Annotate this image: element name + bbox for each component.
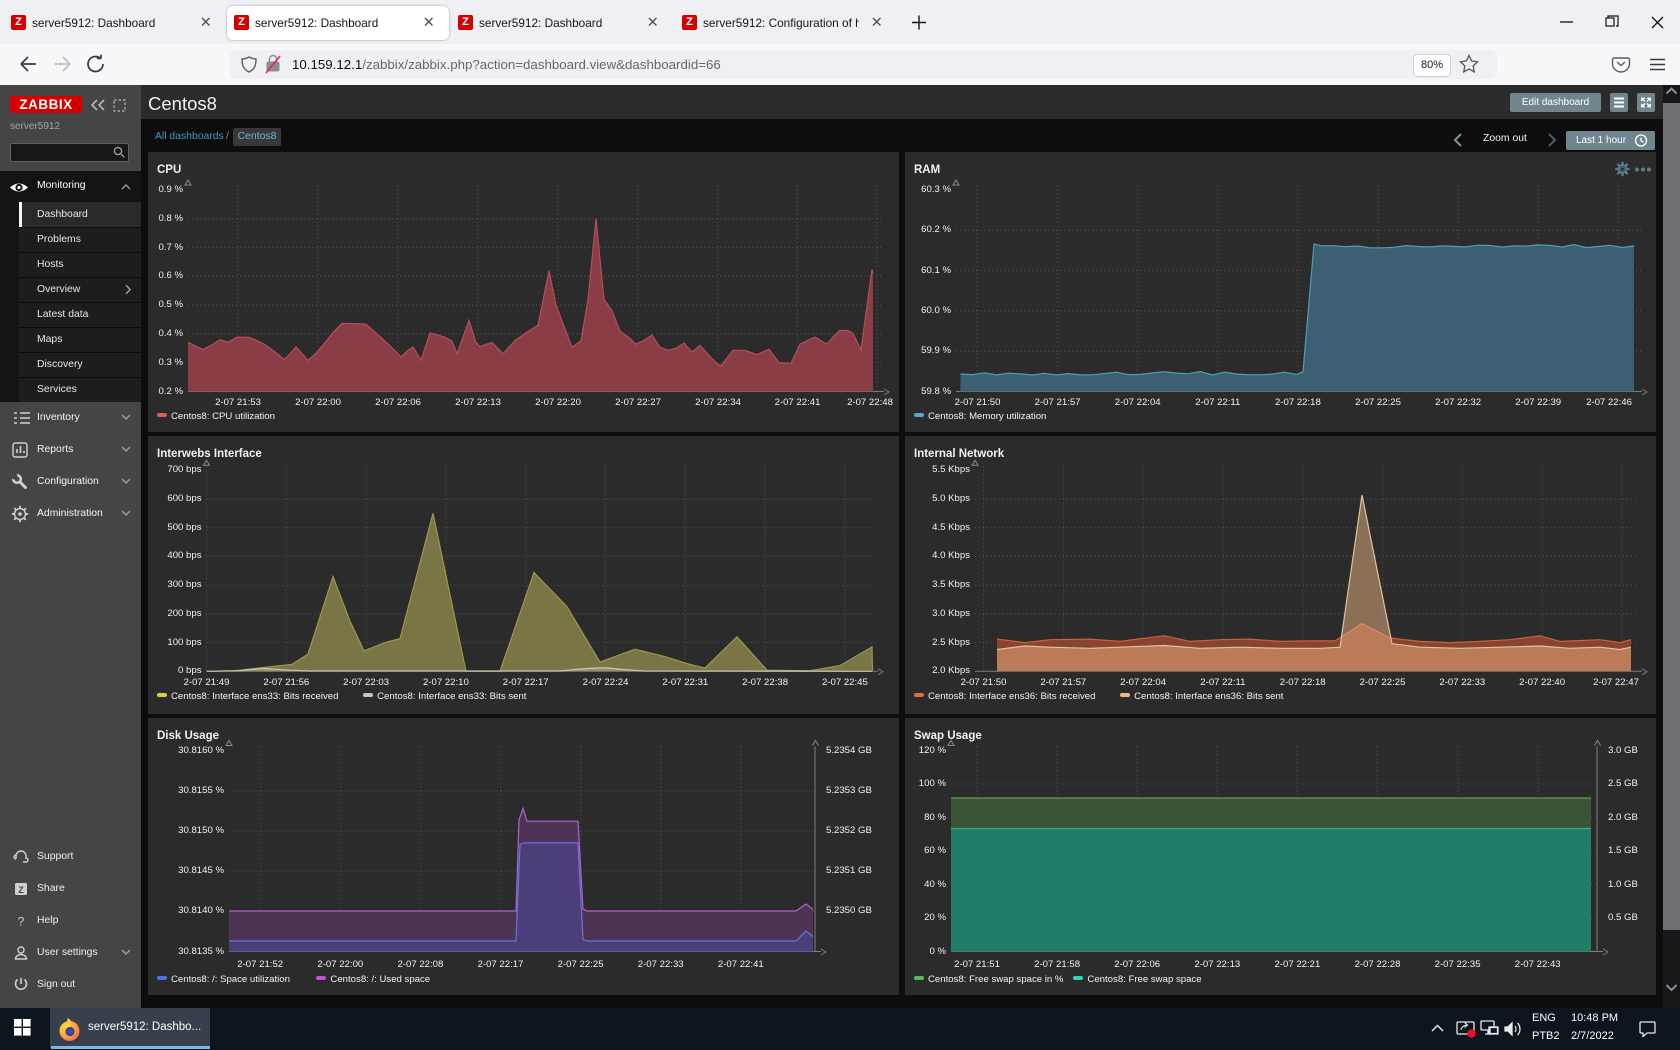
svg-text:?: ? [18,915,25,929]
svg-text:Z: Z [18,885,24,895]
